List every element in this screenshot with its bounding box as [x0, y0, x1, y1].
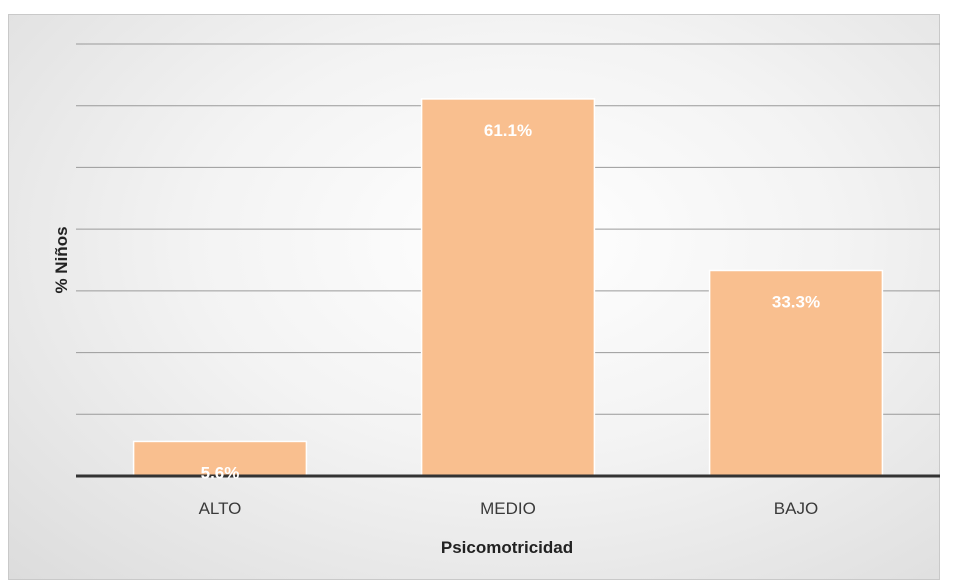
x-axis-title: Psicomotricidad: [441, 538, 573, 557]
bars: [132, 98, 884, 477]
bar-medio: [420, 98, 596, 477]
data-label: 61.1%: [484, 121, 532, 140]
y-axis-title: % Niños: [52, 226, 71, 293]
x-tick-label: ALTO: [199, 499, 242, 518]
data-label: 5.6%: [201, 463, 240, 482]
bar-alto: [132, 440, 308, 477]
data-labels: 5.6% 61.1% 33.3%: [201, 121, 820, 483]
x-tick-labels: ALTO MEDIO BAJO: [199, 499, 819, 518]
x-tick-label: MEDIO: [480, 499, 536, 518]
x-tick-label: BAJO: [774, 499, 818, 518]
data-label: 33.3%: [772, 292, 820, 311]
bar-bajo: [708, 269, 884, 477]
